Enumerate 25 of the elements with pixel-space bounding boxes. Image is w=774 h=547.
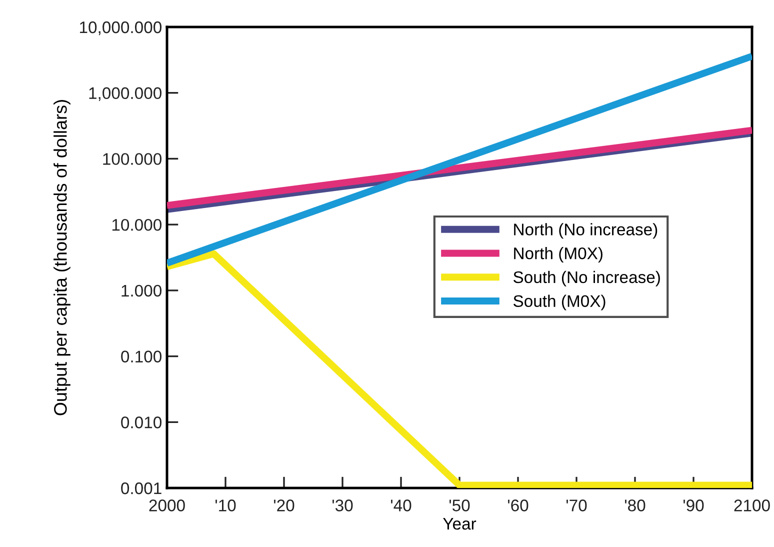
x-tick-label: '20 [274, 500, 294, 512]
y-axis-title: Output per capita (thousands of dollars) [54, 100, 70, 416]
y-tick-label: 10,000.000 [80, 21, 162, 36]
legend-label: South (M0X) [514, 294, 606, 310]
x-tick-label: '50 [449, 500, 470, 512]
x-tick-label: '90 [683, 500, 704, 512]
y-tick-label: 100.000 [103, 153, 162, 165]
x-tick-label: '60 [508, 500, 528, 512]
x-tick-label: '80 [624, 500, 646, 512]
legend-label: South (No increase) [514, 270, 660, 286]
y-tick-label: 0.100 [121, 350, 162, 362]
x-tick-label: 2000 [149, 500, 185, 512]
x-tick-label: '30 [332, 500, 353, 512]
y-tick-label: 0.001 [121, 482, 162, 494]
x-tick-label: '70 [566, 500, 587, 512]
y-tick-label: 1,000.000 [89, 87, 162, 102]
x-axis-title: Year [443, 518, 476, 530]
y-tick-label: 0.010 [121, 416, 162, 428]
x-tick-label: 2100 [734, 500, 770, 512]
legend-label: North (M0X) [514, 247, 602, 263]
legend-label: North (No increase) [514, 223, 658, 239]
x-tick-label: '40 [390, 500, 412, 512]
y-tick-label: 10.000 [112, 218, 162, 231]
y-tick-label: 1.000 [122, 284, 162, 297]
x-tick-label: '10 [215, 500, 236, 512]
